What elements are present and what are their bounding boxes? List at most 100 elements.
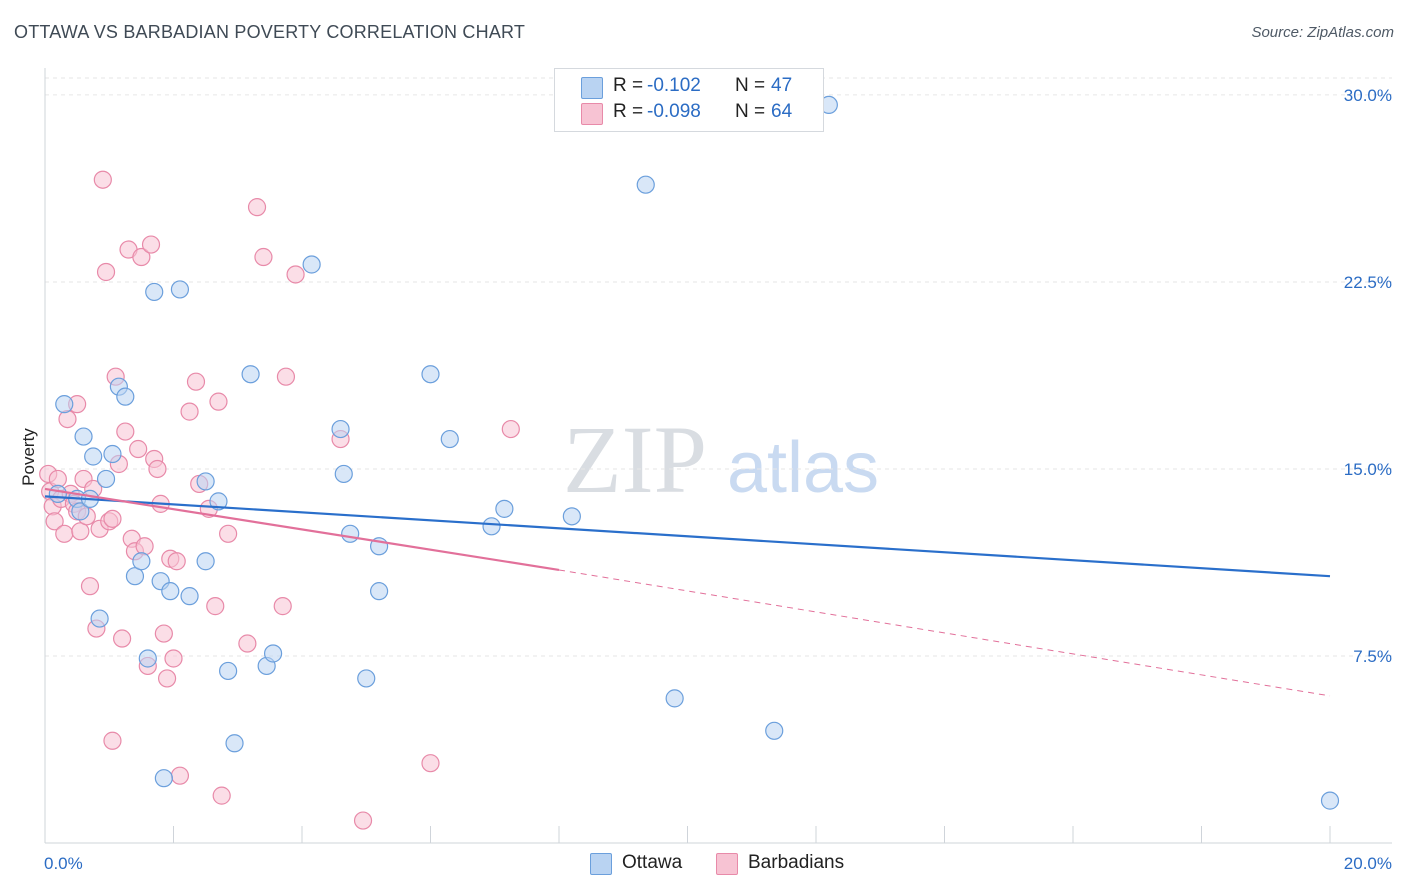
ottawa-trendline	[44, 495, 1331, 578]
ottawa-point	[74, 427, 93, 446]
r-label: R =	[613, 101, 644, 122]
y-tick-label: 30.0%	[1344, 86, 1392, 105]
ottawa-point	[665, 689, 684, 708]
x-tick-label: 0.0%	[44, 854, 83, 873]
ottawa-point	[562, 507, 581, 526]
barbadians-point	[71, 522, 90, 541]
ottawa-r-value: -0.102	[647, 75, 701, 96]
barbadians-point	[209, 392, 228, 411]
barbadians-trendline	[558, 569, 1331, 697]
barbadians-point	[103, 509, 122, 528]
watermark-zip: ZIP	[563, 406, 707, 513]
ottawa-point	[103, 444, 122, 464]
ottawa-point	[84, 447, 103, 466]
ottawa-swatch	[590, 853, 612, 875]
ottawa-point	[55, 395, 74, 414]
ottawa-point	[495, 499, 514, 518]
y-tick-label: 15.0%	[1344, 460, 1392, 479]
ottawa-point	[1320, 791, 1340, 810]
barbadians-point	[206, 597, 225, 616]
watermark-atlas: atlas	[727, 428, 879, 508]
ottawa-point	[96, 469, 116, 489]
ottawa-point	[138, 649, 157, 668]
ottawa-point	[225, 734, 244, 753]
barbadians-point	[254, 247, 273, 267]
barbadians-swatch	[716, 853, 738, 875]
ottawa-point	[161, 582, 180, 601]
barbadians-swatch	[581, 103, 603, 125]
barbadians-point	[212, 786, 231, 805]
ottawa-point	[302, 255, 321, 274]
barbadians-point	[353, 811, 373, 830]
ottawa-swatch	[581, 77, 603, 99]
n-label: N =	[735, 101, 766, 122]
barbadians-point	[167, 552, 186, 571]
ottawa-legend-label: Ottawa	[622, 852, 683, 873]
ottawa-point	[370, 582, 389, 601]
ottawa-point	[482, 517, 501, 536]
ottawa-point	[636, 175, 655, 194]
ottawa-point	[334, 464, 353, 484]
barbadians-point	[219, 524, 238, 543]
ottawa-n-value: 47	[771, 75, 793, 96]
y-tick-labels: 7.5% 15.0% 22.5% 30.0%	[1344, 86, 1392, 666]
barbadians-r-value: -0.098	[647, 101, 701, 122]
y-tick-label: 7.5%	[1353, 647, 1392, 666]
ottawa-point	[341, 524, 360, 543]
barbadians-point	[112, 629, 132, 648]
ottawa-point	[116, 387, 135, 406]
ottawa-point	[241, 365, 260, 384]
ottawa-point	[263, 644, 283, 663]
ottawa-point	[440, 429, 459, 449]
ottawa-point	[357, 669, 376, 688]
barbadians-point	[132, 247, 151, 267]
barbadians-point	[154, 624, 173, 643]
y-axis-title: Poverty	[19, 428, 38, 486]
ottawa-point	[145, 282, 164, 302]
barbadians-point	[180, 402, 199, 421]
ottawa-point	[196, 472, 215, 491]
ottawa-point	[170, 280, 190, 299]
barbadians-point	[96, 262, 116, 282]
barbadians-point	[247, 198, 267, 217]
ottawa-point	[219, 661, 238, 681]
barbadians-point	[116, 422, 135, 441]
barbadians-point	[501, 419, 520, 439]
barbadians-point	[93, 170, 112, 189]
trendlines	[44, 487, 1331, 697]
barbadians-legend-label: Barbadians	[748, 852, 845, 873]
barbadians-n-value: 64	[771, 101, 793, 122]
barbadians-point	[286, 265, 305, 284]
ottawa-point	[154, 769, 173, 788]
barbadians-point	[45, 512, 64, 531]
x-tick-labels: 0.0% 20.0%	[44, 854, 1392, 873]
barbadians-point	[141, 235, 161, 254]
barbadians-point	[55, 524, 74, 543]
ottawa-point	[48, 484, 67, 504]
barbadians-point	[80, 577, 100, 596]
ottawa-point	[132, 552, 151, 571]
barbadians-point	[148, 459, 167, 479]
ottawa-point	[90, 609, 109, 628]
barbadians-point	[186, 372, 206, 391]
barbadians-point	[276, 367, 296, 386]
ottawa-point	[765, 721, 784, 740]
barbadians-point	[103, 731, 122, 750]
barbadians-point	[170, 766, 190, 785]
ottawa-point	[196, 552, 215, 571]
barbadians-point	[157, 669, 177, 688]
stats-legend: R = -0.102 N = 47 R = -0.098 N = 64	[554, 68, 824, 132]
ottawa-point	[180, 587, 199, 606]
barbadians-point	[58, 409, 77, 429]
barbadians-trendline	[44, 487, 560, 572]
ottawa-point	[125, 567, 145, 586]
axes	[44, 68, 1392, 844]
ottawa-point	[71, 502, 90, 521]
ottawa-point	[421, 365, 440, 384]
barbadians-point	[273, 597, 292, 616]
n-label: N =	[735, 75, 766, 96]
barbadians-point	[238, 634, 257, 653]
barbadians-point	[129, 439, 148, 459]
ottawa-point	[331, 419, 350, 439]
barbadians-point	[164, 649, 183, 668]
